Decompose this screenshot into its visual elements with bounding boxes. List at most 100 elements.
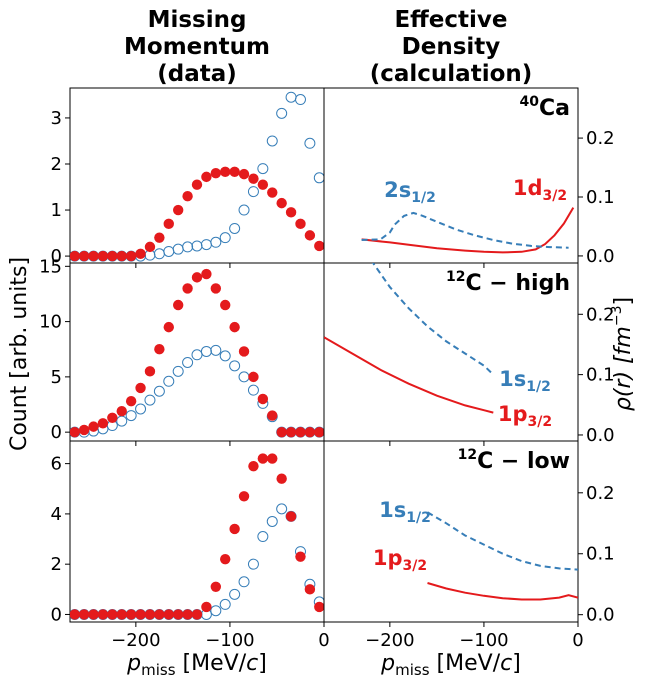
panel-data-1: 0 5 10 15 (39, 256, 325, 446)
red-filled-point (154, 232, 165, 243)
y-tick-label: 0.1 (586, 187, 615, 208)
left-title-line2: Momentum (124, 34, 270, 60)
red-filled-point (144, 609, 156, 620)
y-tick-label: 0.0 (586, 425, 615, 446)
red-filled-point (229, 321, 240, 333)
miss-subscript: miss (141, 661, 176, 677)
blue-open-point (210, 236, 222, 248)
y-tick-label: 0.2 (586, 304, 615, 325)
red-filled-point (70, 250, 80, 262)
blue-open-point (247, 384, 259, 396)
red-filled-point (201, 601, 212, 613)
blue-open-point (210, 344, 222, 356)
blue-open-point (276, 503, 288, 515)
x-tick-label: −100 (459, 630, 508, 651)
series-label: 1s1/2 (499, 367, 551, 395)
red-filled-point (125, 395, 137, 407)
red-filled-point (257, 393, 269, 405)
red-filled-point (144, 241, 156, 253)
blue-open-point (257, 531, 269, 543)
red-filled-point (210, 167, 222, 179)
right-title-line2: Density (402, 34, 501, 60)
red-filled-point (125, 609, 137, 620)
fm-exponent: −3 (609, 306, 625, 327)
red-filled-point (257, 179, 269, 190)
blue-open-point (172, 243, 184, 255)
red-filled-point (163, 609, 174, 620)
red-filled-point (276, 426, 287, 438)
nucleus-annotation: 12C − high (446, 269, 570, 296)
red-filled-point (248, 460, 259, 472)
y-tick-label: 0.2 (586, 128, 615, 149)
red-filled-point (257, 453, 269, 464)
series-label: 1p3/2 (498, 402, 552, 430)
red-filled-point (276, 197, 287, 209)
y-tick-label: 10 (39, 312, 62, 333)
blue-open-point (238, 204, 250, 216)
blue-open-point (219, 350, 231, 362)
red-filled-point (97, 250, 109, 262)
red-filled-point (125, 250, 137, 262)
p-symbol: p (126, 651, 141, 676)
red-filled-point (116, 250, 127, 262)
red-filled-point (78, 424, 90, 436)
blue-open-point (125, 410, 137, 422)
blue-open-point (257, 163, 269, 175)
red-solid-curve (427, 582, 578, 601)
x-tick-label: 0 (572, 630, 583, 651)
red-filled-point (154, 344, 165, 355)
red-filled-point (201, 171, 212, 183)
red-filled-point (135, 609, 146, 620)
red-filled-point (304, 230, 316, 241)
red-filled-point (304, 584, 316, 595)
p-symbol: p (380, 651, 395, 676)
blue-open-point (191, 240, 203, 252)
blue-open-point (294, 94, 306, 106)
right-y-axis-label: ρ(r) [fm−3] (609, 297, 636, 411)
plot-area (361, 207, 575, 254)
blue-open-point (200, 345, 212, 357)
red-filled-point (285, 426, 297, 438)
y-tick-label: 0 (51, 246, 62, 267)
blue-open-point (238, 371, 250, 383)
red-solid-curve (324, 336, 494, 414)
red-filled-point (238, 346, 250, 357)
series-label: 2s1/2 (384, 178, 436, 206)
blue-open-point (304, 137, 316, 149)
red-filled-point (172, 609, 184, 620)
red-filled-point (70, 609, 80, 620)
red-filled-point (267, 453, 278, 464)
red-filled-point (135, 248, 146, 259)
red-filled-point (295, 551, 306, 562)
left-title-line3: (data) (157, 61, 237, 87)
blue-open-point (153, 385, 165, 397)
panel-density-1: 0.0 0.1 0.2 1p3/2 1s1/2 12C − high (323, 262, 615, 446)
y-tick-label: 15 (39, 256, 62, 277)
axes-frame (69, 262, 325, 442)
axes-frame (69, 87, 325, 264)
red-filled-point (154, 609, 165, 620)
plot-area (426, 511, 578, 601)
units-close: ] (512, 651, 521, 676)
red-filled-point (97, 609, 109, 620)
red-filled-point (201, 268, 212, 280)
red-filled-point (172, 299, 184, 311)
y-tick-label: 6 (51, 454, 62, 475)
rho-symbol: ρ(r) [fm (611, 326, 636, 411)
y-tick-label: 0.0 (586, 605, 615, 626)
red-filled-point (107, 250, 118, 262)
c-symbol: c (500, 651, 512, 676)
blue-open-point (116, 415, 128, 427)
red-filled-point (97, 418, 109, 429)
units-text: [MeV/ (176, 651, 247, 676)
miss-subscript: miss (395, 661, 430, 677)
panel-density-0: 0.0 0.1 0.2 1d3/2 2s1/2 40Ca (323, 87, 615, 268)
red-filled-point (314, 426, 324, 438)
red-solid-curve (361, 207, 575, 254)
red-filled-point (229, 523, 240, 535)
red-filled-point (116, 405, 127, 417)
series-label: 1p3/2 (373, 546, 427, 574)
panel-data-0: 0 1 2 3 (51, 87, 325, 268)
blue-open-point (163, 245, 175, 257)
